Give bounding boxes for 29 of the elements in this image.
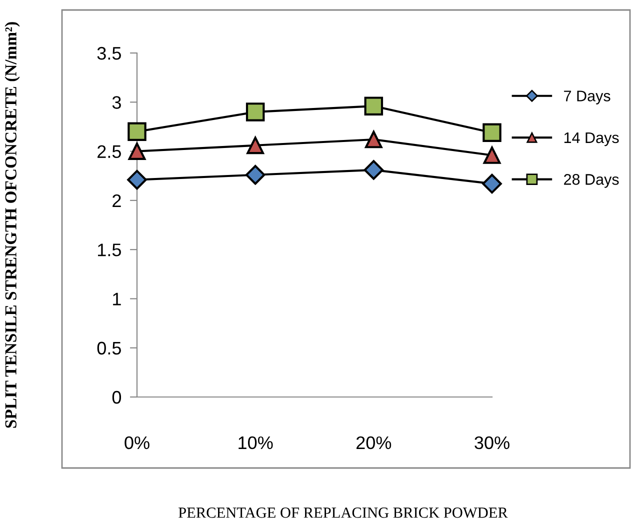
point <box>245 164 266 185</box>
point <box>128 122 146 142</box>
point <box>364 160 384 180</box>
y-tick-label: 1 <box>113 292 121 306</box>
y-tick-label: 2.5 <box>98 145 121 158</box>
legend-label: 14 Days <box>564 132 619 146</box>
legend-label: 28 Days <box>564 174 619 188</box>
point <box>364 96 384 116</box>
y-tick-label: 1.5 <box>98 244 121 256</box>
point <box>246 136 264 154</box>
point <box>128 142 146 160</box>
x-axis-title: PERCENTAGE OF REPLACING BRICK POWDER <box>178 508 508 518</box>
point <box>482 123 502 142</box>
point <box>364 130 382 148</box>
y-axis-title: SPLIT TENSILE STRENGTH OFCONCRETE (N/mm²) <box>4 22 20 428</box>
y-tick-label: 0 <box>112 390 122 404</box>
point <box>127 170 147 190</box>
point <box>246 102 265 122</box>
y-tick-label: 2 <box>112 194 121 207</box>
point <box>483 146 501 164</box>
x-tick-label: 0% <box>124 436 150 450</box>
x-tick-label: 20% <box>356 436 392 450</box>
legend-label: 7 Days <box>564 90 610 104</box>
x-tick-label: 30% <box>474 436 510 450</box>
x-tick-label: 10% <box>238 436 273 450</box>
y-tick-label: 0.5 <box>97 342 121 355</box>
point <box>482 174 502 194</box>
y-tick-label: 3.5 <box>97 46 121 60</box>
y-tick-label: 3 <box>112 96 121 109</box>
